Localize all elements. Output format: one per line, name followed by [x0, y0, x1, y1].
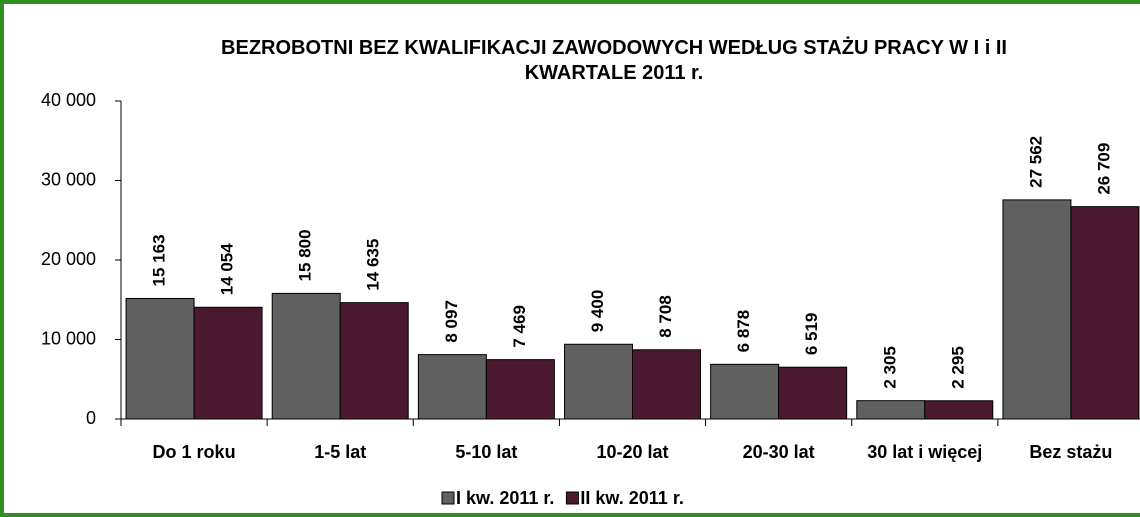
- bar: [778, 366, 848, 420]
- x-tick-label: Bez stażu: [1029, 442, 1113, 462]
- bar: [856, 400, 926, 420]
- legend-swatch: [441, 491, 455, 505]
- value-label: 15 800: [296, 229, 315, 281]
- value-label: 2 295: [948, 346, 967, 389]
- value-label: 7 469: [510, 305, 529, 348]
- bar: [632, 349, 701, 420]
- bar: [339, 302, 409, 420]
- value-label: 8 708: [656, 295, 675, 338]
- x-tick-label: 10-20 lat: [596, 442, 669, 462]
- value-label: 6 519: [802, 313, 821, 356]
- value-label: 9 400: [588, 290, 607, 333]
- bar: [125, 297, 195, 420]
- value-label: 2 305: [880, 346, 899, 389]
- bar: [417, 354, 487, 420]
- y-tick-label: 0: [86, 408, 96, 428]
- x-tick-label: Do 1 roku: [152, 442, 236, 462]
- bar: [1002, 199, 1072, 420]
- x-tick-label: 5-10 lat: [455, 442, 518, 462]
- y-tick-label: 30 000: [41, 169, 96, 189]
- y-tick-label: 20 000: [41, 249, 96, 269]
- y-tick-label: 10 000: [41, 328, 96, 348]
- bar: [1070, 206, 1140, 420]
- value-label: 14 054: [218, 243, 237, 296]
- bar: [924, 400, 994, 420]
- value-label: 27 562: [1026, 136, 1045, 188]
- value-label: 14 635: [364, 239, 383, 291]
- chart-title: BEZROBOTNI BEZ KWALIFIKACJI ZAWODOWYCH W…: [221, 37, 1007, 84]
- value-label: 8 097: [442, 300, 461, 343]
- bar: [710, 363, 780, 420]
- legend-label: II kw. 2011 r.: [580, 488, 683, 508]
- value-label: 15 163: [150, 234, 169, 286]
- bar: [564, 343, 633, 420]
- x-tick-label: 20-30 lat: [742, 442, 815, 462]
- value-label: 6 878: [734, 310, 753, 353]
- y-tick-label: 40 000: [41, 90, 96, 110]
- x-tick-label: 1-5 lat: [314, 442, 367, 462]
- legend-swatch: [565, 491, 579, 505]
- bar: [271, 292, 341, 420]
- value-label: 26 709: [1094, 143, 1113, 195]
- bar: [485, 359, 555, 420]
- legend-label: I kw. 2011 r.: [456, 488, 554, 508]
- x-tick-label: 30 lat i więcej: [867, 442, 983, 462]
- plot: 0 10 000 20 000 30 000 40 000 15 163 14 054 15 …: [41, 90, 1140, 508]
- bar: [193, 306, 263, 420]
